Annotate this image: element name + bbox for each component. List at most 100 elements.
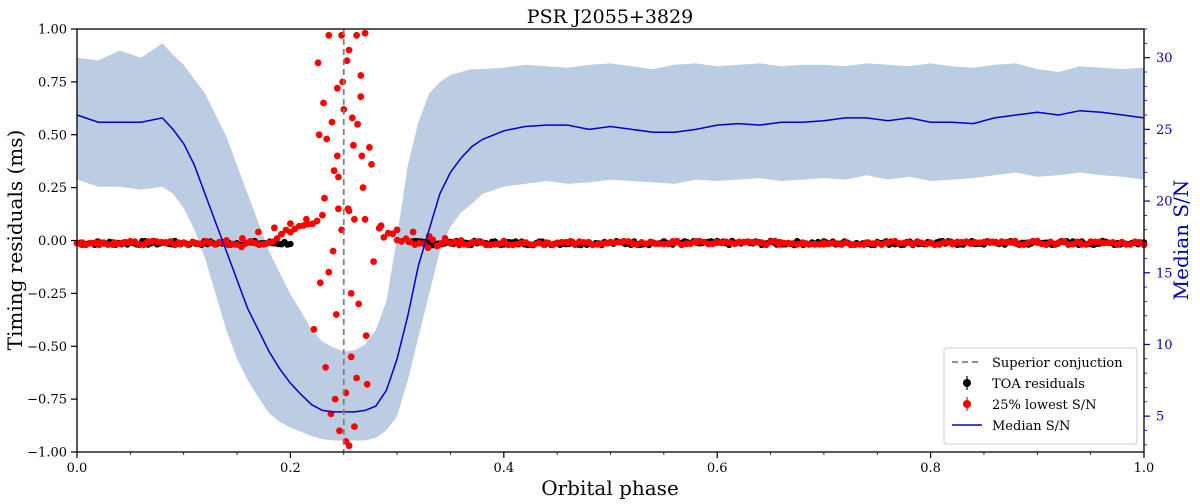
low-sn-point [273, 235, 281, 242]
low-sn-point [429, 236, 437, 244]
legend-low-sn-swatch [963, 400, 971, 408]
low-sn-outlier [336, 427, 343, 435]
y-right-tick-label: 5 [1156, 410, 1164, 425]
x-tick-label: 0.6 [707, 461, 728, 476]
y-tick-label: −1.00 [27, 446, 67, 461]
y-tick-label: 0.00 [38, 234, 67, 249]
x-tick-label: 0.4 [493, 461, 514, 476]
low-sn-outlier [357, 72, 365, 79]
low-sn-outlier [315, 131, 323, 139]
plot-area [73, 29, 1148, 452]
y-tick-label: 0.50 [38, 128, 67, 143]
y-tick-label: −0.75 [27, 393, 67, 408]
low-sn-outlier [322, 364, 329, 371]
low-sn-outlier [361, 29, 369, 37]
low-sn-point [271, 224, 278, 232]
low-sn-point [393, 226, 401, 234]
low-sn-point [319, 211, 326, 219]
legend-median-label: Median S/N [992, 419, 1070, 434]
y-tick-label: 0.25 [38, 181, 67, 196]
low-sn-outlier [320, 99, 327, 107]
low-sn-outlier [343, 57, 351, 65]
low-sn-outlier [347, 290, 355, 297]
x-tick-label: 0.8 [920, 461, 941, 476]
low-sn-point [255, 228, 262, 236]
low-sn-point [500, 237, 508, 245]
median-sn-band [77, 43, 1144, 441]
low-sn-point [361, 215, 369, 223]
legend-conjunction-label: Superior conjuction [992, 356, 1123, 371]
legend-toa-swatch [963, 379, 971, 387]
x-axis-title: Orbital phase [541, 476, 679, 500]
low-sn-outlier [362, 332, 370, 340]
low-sn-point [335, 205, 342, 213]
low-sn-point [409, 228, 417, 236]
low-sn-outlier [347, 353, 355, 361]
low-sn-outlier [345, 442, 353, 450]
low-sn-outlier [350, 141, 357, 149]
low-sn-outlier [314, 59, 322, 67]
low-sn-outlier [339, 78, 347, 86]
low-sn-outlier [368, 161, 375, 168]
low-sn-outlier [331, 395, 339, 403]
y-tick-label: 1.00 [38, 23, 67, 38]
y-right-tick-label: 20 [1156, 195, 1173, 210]
low-sn-point [313, 217, 321, 225]
low-sn-outlier [348, 114, 356, 122]
low-sn-outlier [355, 300, 363, 308]
low-sn-point [389, 230, 397, 238]
legend: Superior conjuction TOA residuals 25% lo… [943, 347, 1138, 445]
low-sn-outlier [358, 152, 366, 160]
low-sn-point [375, 224, 383, 232]
low-sn-point [287, 220, 294, 228]
low-sn-outlier [351, 423, 358, 430]
legend-toa-label: TOA residuals [992, 377, 1085, 392]
low-sn-outlier [332, 311, 340, 318]
y-right-tick-label: 15 [1156, 266, 1173, 281]
y-tick-label: 0.75 [38, 75, 67, 90]
low-sn-outlier [325, 268, 333, 276]
low-sn-outlier [357, 93, 365, 101]
low-sn-outlier [370, 258, 377, 265]
legend-low-sn-label: 25% lowest S/N [992, 398, 1097, 413]
x-tick-label: 0.0 [67, 461, 88, 476]
toa-point [287, 240, 294, 248]
low-sn-outlier [351, 215, 358, 223]
y-axis-right-title: Median S/N [1169, 180, 1193, 301]
low-sn-point [278, 230, 285, 238]
y-right-tick-label: 25 [1156, 123, 1173, 138]
legend-box [943, 347, 1138, 445]
low-sn-outlier [323, 135, 331, 143]
median-sn-line [76, 109, 1145, 413]
low-sn-outlier [328, 118, 336, 126]
y-right-tick-label: 10 [1156, 338, 1173, 353]
low-sn-outlier [344, 205, 352, 213]
y-tick-label: −0.50 [27, 340, 67, 355]
low-sn-outlier [353, 31, 360, 39]
low-sn-point [239, 235, 246, 242]
chart-title: PSR J2055+3829 [527, 6, 693, 28]
low-sn-point [380, 234, 388, 241]
y-axis-left: 1.00 0.75 0.50 0.25 0.00 −0.25 −0.50 −0.75 −1.00 [27, 23, 77, 461]
x-tick-label: 0.2 [280, 461, 301, 476]
low-sn-outlier [353, 374, 360, 382]
low-sn-outlier [321, 194, 328, 202]
low-sn-outlier [330, 167, 338, 175]
low-sn-outlier [333, 84, 341, 92]
low-sn-outlier [366, 144, 373, 151]
low-sn-outlier [325, 31, 333, 39]
low-sn-outlier [333, 152, 341, 160]
x-axis: 0.0 0.2 0.4 0.6 0.8 1.0 [67, 452, 1154, 476]
y-tick-label: −0.25 [27, 287, 67, 302]
low-sn-outlier [363, 380, 371, 388]
y-axis-right: 5 10 15 20 25 30 [1144, 28, 1173, 446]
low-sn-outlier [310, 325, 318, 333]
y-right-tick-label: 30 [1156, 51, 1173, 66]
low-sn-outlier [354, 120, 361, 128]
low-sn-outlier [335, 173, 342, 181]
y-axis-title: Timing residuals (ms) [3, 130, 27, 351]
low-sn-point [424, 244, 432, 252]
low-sn-outlier [316, 279, 324, 287]
low-sn-outlier [329, 247, 337, 255]
